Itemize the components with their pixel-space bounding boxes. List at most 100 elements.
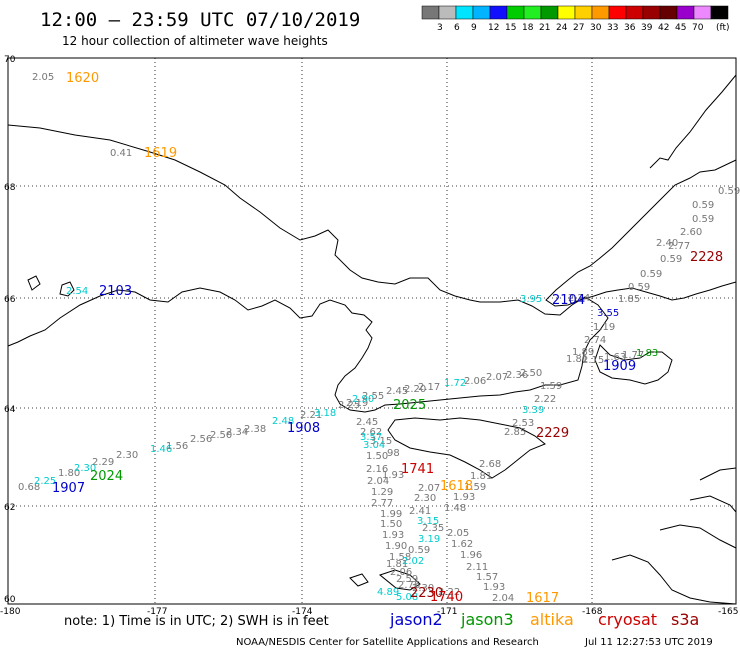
swh-value: 1.58	[389, 552, 411, 563]
swh-value: 5.08	[396, 592, 418, 603]
map-frame	[7, 57, 737, 605]
swh-value: 2.77	[668, 241, 690, 252]
colorbar-swatch	[421, 5, 440, 20]
swh-value: 1.85	[618, 294, 640, 305]
colorbar-swatch	[540, 5, 559, 20]
colorbar-swatch	[455, 5, 474, 20]
pass-time-label: 1740	[430, 590, 463, 605]
colorbar-label: 70	[692, 23, 704, 33]
colorbar-label: 9	[471, 23, 477, 33]
coastlines	[7, 74, 737, 605]
colorbar-swatch	[489, 5, 508, 20]
pass-time-label: 1909	[603, 359, 636, 374]
swh-value: 2.07	[418, 483, 440, 494]
colorbar-label: 42	[658, 23, 669, 33]
swh-value: 0.68	[18, 482, 40, 493]
pass-time-label: 1907	[52, 481, 85, 496]
swh-value: 2.30	[116, 450, 138, 461]
lat-label: 66	[4, 295, 16, 305]
legend-jason2: jason2	[389, 610, 443, 629]
swh-value: 1.93	[382, 470, 404, 481]
swh-value: 2.22	[438, 587, 460, 598]
swh-value: 1.77	[622, 350, 644, 361]
swh-value: 1.99	[380, 509, 402, 520]
pass-time-label: 2104	[552, 293, 585, 308]
lat-label: 70	[4, 55, 16, 65]
pass-time-label: 2230	[410, 586, 443, 601]
swh-value: 0.41	[110, 148, 132, 159]
colorbar-swatch	[676, 5, 695, 20]
swh-value: 3.15	[417, 516, 439, 527]
swh-value: 3.57	[360, 432, 382, 443]
swh-value: 1.96	[460, 550, 482, 561]
swh-value: 2.76	[398, 580, 420, 591]
lat-label: 68	[4, 183, 16, 193]
swh-value: 2.02	[402, 556, 424, 567]
swh-value: 2.25	[338, 400, 360, 411]
legend-cryosat: cryosat	[598, 610, 657, 629]
footer-note: note: 1) Time is in UTC; 2) SWH is in fe…	[64, 614, 329, 629]
lon-label: -174	[292, 607, 313, 617]
swh-value: 2.24	[568, 293, 590, 304]
swh-value: 2.50	[210, 430, 232, 441]
swh-value: 1.81	[470, 471, 492, 482]
colorbar-label: 18	[522, 23, 534, 33]
swh-value: 2.05	[32, 72, 54, 83]
colorbar-unit: (ft)	[716, 23, 730, 33]
colorbar-swatch	[472, 5, 491, 20]
swh-value: 2.15	[582, 355, 604, 366]
swh-value: 1.50	[366, 451, 388, 462]
swh-value: 2.56	[190, 434, 212, 445]
swh-value: 1.93	[483, 582, 505, 593]
swh-value: 3.39	[522, 405, 544, 416]
swh-value: 1.81	[386, 559, 408, 570]
colorbar-swatch	[659, 5, 678, 20]
pass-time-label: 1618	[440, 479, 473, 494]
swh-value: 2.38	[244, 424, 266, 435]
colorbar-label: 27	[573, 23, 584, 33]
swh-value: 1.50	[380, 519, 402, 530]
swh-value: 2.30	[74, 463, 96, 474]
colorbar-label: 15	[505, 23, 516, 33]
swh-value: 2.50	[520, 368, 542, 379]
swh-value: 1.19	[593, 322, 615, 333]
swh-value: 2.30	[412, 583, 434, 594]
swh-value: 2.11	[466, 562, 488, 573]
swh-value: 2.68	[479, 459, 501, 470]
colorbar-label: 45	[675, 23, 686, 33]
swh-value: 2.54	[66, 286, 88, 297]
lat-label: 60	[4, 595, 16, 605]
swh-value: 1.63	[604, 352, 626, 363]
swh-value: 0.59	[718, 186, 740, 197]
swh-value: 2.06	[390, 567, 412, 578]
colorbar-label: 36	[624, 23, 636, 33]
swh-value: 2.16	[366, 464, 388, 475]
swh-value: 2.04	[492, 593, 514, 604]
footer-credit: NOAA/NESDIS Center for Satellite Applica…	[236, 637, 539, 648]
swh-value: 2.45	[356, 417, 378, 428]
satellite-legend: jason2 jason3 altika cryosat s3a	[389, 610, 699, 629]
lon-label: -168	[582, 607, 603, 617]
swh-value: 2.85	[504, 427, 526, 438]
swh-value: 0.59	[660, 254, 682, 265]
swh-value: 3.04	[363, 440, 385, 451]
swh-value: 2.60	[680, 227, 702, 238]
lon-label: -180	[0, 607, 21, 617]
swh-value: 1.93	[382, 530, 404, 541]
swh-value: 2.59	[396, 574, 418, 585]
pass-time-label: 2024	[90, 469, 123, 484]
colorbar-label: 6	[454, 23, 460, 33]
swh-value: 2.34	[226, 427, 248, 438]
page-title: 12:00 – 23:59 UTC 07/10/2019	[40, 9, 360, 31]
colorbar-swatch	[557, 5, 576, 20]
colorbar-swatch	[591, 5, 610, 20]
swh-value: 2.29	[92, 457, 114, 468]
swh-value: 2.40	[656, 238, 678, 249]
swh-value: 1.72	[444, 378, 466, 389]
swh-value: 2.45	[386, 386, 408, 397]
latitude-labels: 70 68 66 64 62 60	[4, 55, 16, 605]
swh-value: 2.25	[34, 476, 56, 487]
swh-value: 0.59	[692, 200, 714, 211]
swh-values: 2.050.412.540.590.590.592.602.772.400.59…	[18, 72, 740, 604]
